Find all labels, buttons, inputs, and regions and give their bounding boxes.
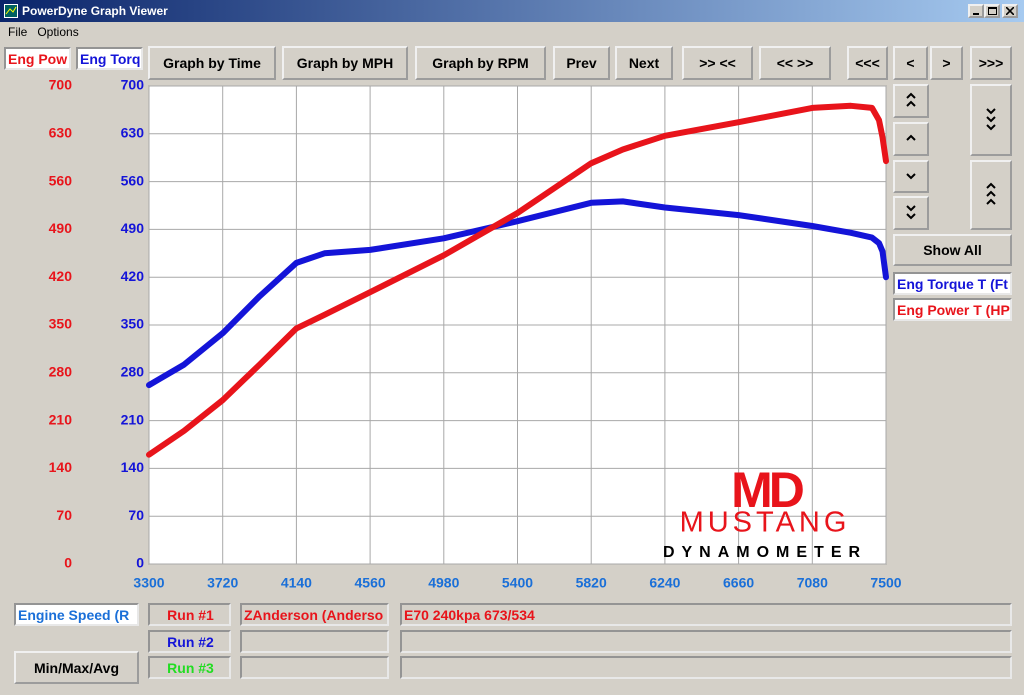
y2-tick-label: 210 <box>121 411 145 427</box>
x-tick-label: 3720 <box>207 575 238 591</box>
y-tick-label: 280 <box>49 364 73 380</box>
scroll-far-right-button[interactable]: >>> <box>970 46 1012 80</box>
graph-by-time-button[interactable]: Graph by Time <box>148 46 276 80</box>
run-label[interactable]: Run #2 <box>148 630 231 653</box>
min-max-avg-button[interactable]: Min/Max/Avg <box>14 651 139 684</box>
zoom-in-button[interactable]: >> << <box>682 46 753 80</box>
menu-bar: File Options <box>0 22 1024 42</box>
scroll-left-button[interactable]: < <box>893 46 928 80</box>
scroll-far-left-button[interactable]: <<< <box>847 46 888 80</box>
y2-tick-label: 70 <box>128 507 144 523</box>
title-bar: PowerDyne Graph Viewer <box>0 0 1024 22</box>
series-line <box>146 198 889 389</box>
compress-button[interactable] <box>970 160 1012 230</box>
y-tick-label: 350 <box>49 316 73 332</box>
zoom-out-button[interactable]: << >> <box>759 46 831 80</box>
chevron-icon <box>906 134 916 141</box>
run-note <box>400 630 1012 653</box>
y2-tick-label: 140 <box>121 459 145 475</box>
scroll-right-button[interactable]: > <box>930 46 963 80</box>
scroll-up-button[interactable] <box>893 122 929 156</box>
legend-torque[interactable]: Eng Torque T (Ft <box>893 272 1012 295</box>
menu-file[interactable]: File <box>8 25 28 39</box>
x-tick-label: 4140 <box>281 575 312 591</box>
logo-name: MUSTANG <box>680 507 851 539</box>
run-driver <box>240 630 389 653</box>
chevron-icon <box>986 108 996 131</box>
y-tick-label: 140 <box>49 459 73 475</box>
y-tick-label: 490 <box>49 220 73 236</box>
close-button[interactable] <box>1002 4 1018 18</box>
x-tick-label: 3300 <box>133 575 164 591</box>
minimize-button[interactable] <box>968 4 984 18</box>
power-axis-tab[interactable]: Eng Pow <box>4 47 71 70</box>
run-note <box>400 656 1012 679</box>
y-tick-label: 0 <box>64 555 72 571</box>
logo-mark: MD <box>731 462 804 518</box>
chart: 0 70 140 210 280 350 420 490 560 630 700 0 70 140 210 2… <box>49 77 902 591</box>
chevron-icon <box>906 205 916 220</box>
x-tick-label: 6660 <box>723 575 754 591</box>
x-tick-label: 4560 <box>355 575 386 591</box>
y2-tick-label: 420 <box>121 268 145 284</box>
scroll-down-fast-button[interactable] <box>893 196 929 230</box>
y2-tick-label: 280 <box>121 364 145 380</box>
show-all-button[interactable]: Show All <box>893 234 1012 266</box>
menu-options[interactable]: Options <box>37 25 79 39</box>
y2-tick-label: 0 <box>136 555 144 571</box>
chevron-icon <box>986 182 996 205</box>
torque-axis-tab[interactable]: Eng Torq <box>76 47 143 70</box>
legend-power[interactable]: Eng Power T (HP <box>893 298 1012 321</box>
run-label[interactable]: Run #3 <box>148 656 231 679</box>
chevron-icon <box>906 172 916 179</box>
x-tick-label: 7080 <box>797 575 828 591</box>
y-tick-label: 630 <box>49 125 73 141</box>
x-tick-label: 7500 <box>870 575 901 591</box>
run-label[interactable]: Run #1 <box>148 603 231 626</box>
expand-button[interactable] <box>970 84 1012 156</box>
graph-by-mph-button[interactable]: Graph by MPH <box>282 46 408 80</box>
y-tick-label: 560 <box>49 172 73 188</box>
scroll-down-button[interactable] <box>893 160 929 193</box>
x-tick-label: 5400 <box>502 575 533 591</box>
chevron-icon <box>906 92 916 107</box>
y2-tick-label: 700 <box>121 77 145 93</box>
series-line <box>146 102 889 458</box>
run-driver: ZAnderson (Anderso <box>240 603 389 626</box>
y-tick-label: 210 <box>49 411 73 427</box>
y-tick-label: 420 <box>49 268 73 284</box>
x-axis-selector[interactable]: Engine Speed (R <box>14 603 139 626</box>
logo-sub: DYNAMOMETER <box>663 544 867 561</box>
x-tick-label: 6240 <box>649 575 680 591</box>
y-tick-label: 700 <box>49 77 73 93</box>
x-tick-label: 4980 <box>428 575 459 591</box>
run-driver <box>240 656 389 679</box>
y2-tick-label: 560 <box>121 172 145 188</box>
graph-by-rpm-button[interactable]: Graph by RPM <box>415 46 546 80</box>
y-tick-label: 70 <box>56 507 72 523</box>
scroll-up-fast-button[interactable] <box>893 84 929 118</box>
maximize-button[interactable] <box>984 4 1000 18</box>
app-icon <box>4 4 18 18</box>
run-note: E70 240kpa 673/534 <box>400 603 1012 626</box>
next-button[interactable]: Next <box>615 46 673 80</box>
prev-button[interactable]: Prev <box>553 46 610 80</box>
y2-tick-label: 630 <box>121 125 145 141</box>
x-tick-label: 5820 <box>576 575 607 591</box>
window-title: PowerDyne Graph Viewer <box>22 4 168 18</box>
y2-tick-label: 490 <box>121 220 145 236</box>
y2-tick-label: 350 <box>121 316 145 332</box>
